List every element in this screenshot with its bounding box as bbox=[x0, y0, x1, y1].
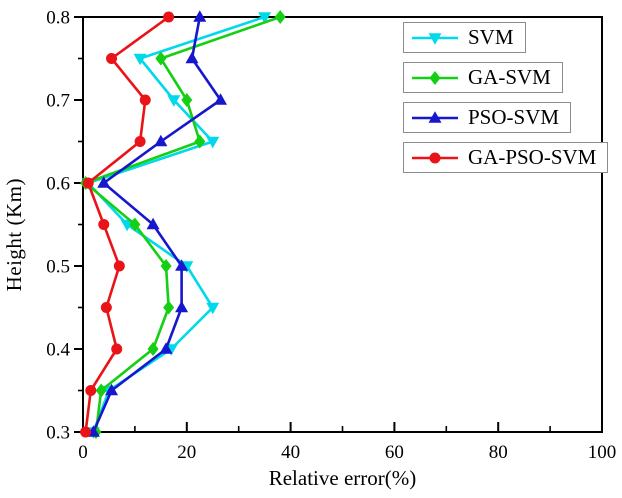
data-point bbox=[206, 302, 220, 315]
x-tick-label: 40 bbox=[281, 442, 300, 463]
data-point bbox=[80, 426, 92, 438]
data-point bbox=[111, 343, 123, 355]
x-tick-label: 20 bbox=[177, 442, 196, 463]
data-point bbox=[163, 300, 175, 315]
y-tick-label: 0.7 bbox=[46, 91, 70, 112]
data-point bbox=[163, 11, 175, 23]
y-tick-label: 0.4 bbox=[46, 340, 70, 361]
data-point bbox=[167, 95, 181, 107]
series-line bbox=[84, 15, 281, 433]
data-point bbox=[82, 177, 94, 189]
data-point bbox=[113, 260, 125, 272]
series-ga-pso-svm bbox=[80, 11, 175, 438]
y-axis-title-wrap: Height (Km) bbox=[2, 0, 27, 470]
data-point bbox=[159, 342, 173, 354]
data-point bbox=[206, 136, 220, 149]
data-point bbox=[129, 217, 141, 232]
data-point bbox=[146, 217, 160, 230]
data-point bbox=[160, 259, 172, 273]
legend-item-ga-pso-svm: GA-PSO-SVM bbox=[403, 142, 609, 173]
data-point bbox=[105, 383, 119, 396]
x-tick-label: 80 bbox=[489, 442, 508, 463]
data-point bbox=[85, 385, 97, 396]
data-point bbox=[120, 219, 134, 232]
x-tick-label: 60 bbox=[385, 442, 404, 463]
y-tick-label: 0.5 bbox=[46, 257, 70, 278]
legend-line-marker-icon bbox=[412, 70, 458, 85]
data-point bbox=[133, 53, 147, 66]
data-point bbox=[97, 176, 111, 188]
y-axis-title: Height (Km) bbox=[2, 178, 26, 292]
y-axis: 0.3 0.4 0.5 0.6 0.7 0.8 bbox=[46, 8, 84, 444]
data-point bbox=[134, 136, 146, 147]
y-tick-label: 0.8 bbox=[46, 8, 70, 29]
data-point bbox=[214, 93, 228, 105]
series-svm bbox=[81, 12, 272, 439]
series-pso-svm bbox=[86, 10, 228, 437]
data-point bbox=[95, 383, 107, 398]
legend-line-marker-icon bbox=[412, 152, 458, 163]
data-point bbox=[429, 152, 441, 163]
data-point bbox=[147, 342, 159, 356]
data-point bbox=[175, 300, 189, 313]
x-axis-title: Relative error(%) bbox=[268, 466, 417, 490]
y-tick-label: 0.3 bbox=[46, 423, 70, 444]
legend-item-svm: SVM bbox=[403, 22, 526, 53]
legend-item-pso-svm: PSO-SVM bbox=[403, 102, 572, 133]
data-point bbox=[185, 51, 199, 64]
data-point bbox=[139, 94, 151, 106]
data-point bbox=[181, 93, 193, 107]
data-point bbox=[193, 10, 207, 22]
series-ga-svm bbox=[80, 10, 286, 439]
y-tick-label: 0.6 bbox=[46, 174, 70, 195]
legend-line-marker-icon bbox=[412, 110, 458, 123]
data-point bbox=[274, 10, 286, 24]
data-point bbox=[429, 70, 441, 85]
legend-label: PSO-SVM bbox=[468, 105, 560, 129]
legend: SVM GA-SVM PSO-SVM GA-PSO-SVM bbox=[403, 22, 609, 173]
legend-item-ga-svm: GA-SVM bbox=[403, 62, 563, 93]
data-point bbox=[428, 110, 442, 123]
x-tick-label: 100 bbox=[588, 442, 617, 463]
x-tick-label: 0 bbox=[78, 442, 88, 463]
data-point bbox=[194, 134, 206, 149]
data-point bbox=[98, 219, 110, 230]
data-point bbox=[154, 134, 168, 147]
data-point bbox=[106, 53, 118, 64]
data-point bbox=[428, 32, 442, 45]
x-axis: 0 20 40 60 80 100 bbox=[78, 422, 616, 463]
legend-label: GA-SVM bbox=[468, 65, 551, 89]
data-point bbox=[175, 259, 189, 271]
data-point bbox=[258, 12, 272, 24]
data-point bbox=[100, 302, 112, 313]
legend-label: GA-PSO-SVM bbox=[468, 145, 597, 169]
data-point bbox=[155, 51, 167, 66]
legend-line-marker-icon bbox=[412, 32, 458, 45]
series-line bbox=[86, 15, 266, 433]
legend-label: SVM bbox=[468, 25, 514, 49]
